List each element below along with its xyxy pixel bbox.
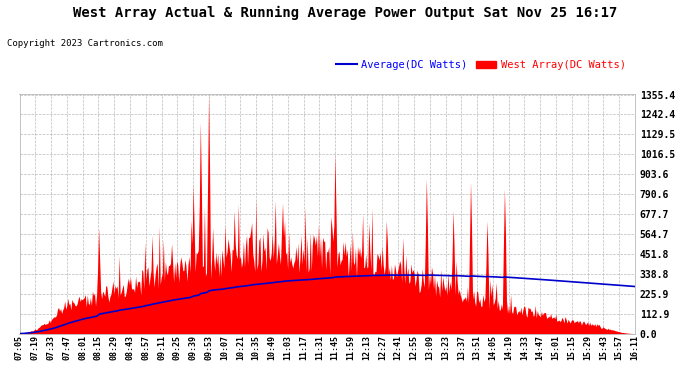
Legend: Average(DC Watts), West Array(DC Watts): Average(DC Watts), West Array(DC Watts) (332, 56, 630, 74)
Text: Copyright 2023 Cartronics.com: Copyright 2023 Cartronics.com (7, 39, 163, 48)
Text: West Array Actual & Running Average Power Output Sat Nov 25 16:17: West Array Actual & Running Average Powe… (73, 6, 617, 20)
